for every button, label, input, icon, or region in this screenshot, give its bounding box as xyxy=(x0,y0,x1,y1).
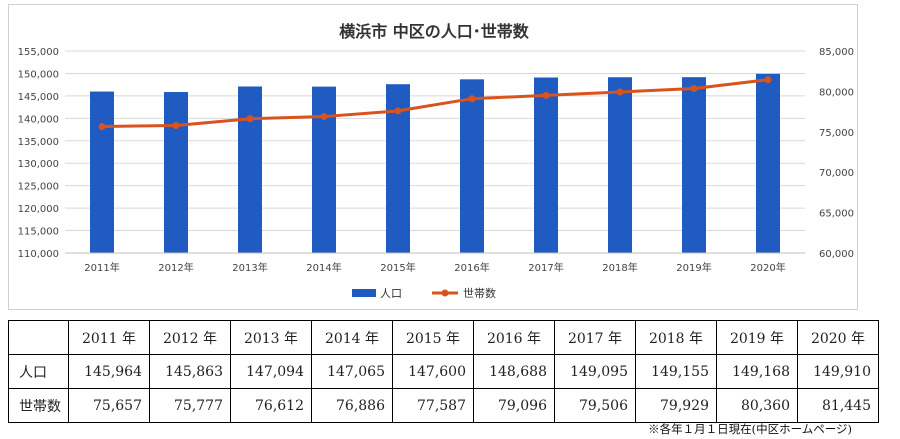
table-header-cell: 2018 年 xyxy=(635,320,717,355)
x-tick-label: 2012年 xyxy=(158,261,193,274)
left-tick-label: 115,000 xyxy=(18,227,59,238)
table-cell: 79,096 xyxy=(473,388,555,423)
line-point xyxy=(690,84,698,92)
table-header-cell: 2020 年 xyxy=(797,320,879,355)
combo-chart: 横浜市 中区の人口･世帯数 110,000 115,000 120,000 125,0… xyxy=(18,22,854,300)
table-cell: 79,506 xyxy=(554,388,636,423)
left-tick-label: 120,000 xyxy=(18,204,59,215)
line-point xyxy=(98,122,106,130)
bar-series-population xyxy=(90,73,780,254)
data-table: 2011 年 2012 年 2013 年 2014 年 2015 年 2016 … xyxy=(8,320,879,423)
line-point xyxy=(172,122,180,130)
right-tick-label: 65,000 xyxy=(819,209,854,220)
table-cell: 149,168 xyxy=(716,354,798,389)
bar xyxy=(90,91,114,253)
x-tick-label: 2014年 xyxy=(306,261,341,274)
line-point xyxy=(394,107,402,115)
legend: 人口 世帯数 xyxy=(352,287,496,300)
right-tick-label: 85,000 xyxy=(819,47,854,58)
right-tick-label: 75,000 xyxy=(819,128,854,139)
table-cell: 147,094 xyxy=(230,354,312,389)
bar xyxy=(534,77,558,253)
left-tick-label: 110,000 xyxy=(18,249,59,260)
line-point xyxy=(246,115,254,123)
right-tick-label: 70,000 xyxy=(819,168,854,179)
legend-label-households: 世帯数 xyxy=(463,287,496,300)
table-cell: 76,612 xyxy=(230,388,312,423)
bar xyxy=(756,73,780,253)
table-header-cell: 2014 年 xyxy=(311,320,393,355)
x-tick-label: 2015年 xyxy=(380,261,415,274)
table-header-cell: 2011 年 xyxy=(68,320,150,355)
table-header-row: 2011 年 2012 年 2013 年 2014 年 2015 年 2016 … xyxy=(8,320,879,355)
legend-swatch-households-marker xyxy=(441,289,449,297)
table-header-cell: 2016 年 xyxy=(473,320,555,355)
line-point xyxy=(320,113,328,121)
table-header-cell: 2015 年 xyxy=(392,320,474,355)
table-cell: 145,964 xyxy=(68,354,150,389)
bar xyxy=(608,77,632,254)
table-row-population: 人口 145,964 145,863 147,094 147,065 147,6… xyxy=(8,354,879,389)
left-axis: 110,000 115,000 120,000 125,000 130,000 135,0… xyxy=(18,47,59,260)
line-point xyxy=(468,95,476,103)
line-point xyxy=(542,91,550,99)
left-tick-label: 155,000 xyxy=(18,47,59,58)
table-row-label: 世帯数 xyxy=(8,388,69,423)
x-tick-label: 2018年 xyxy=(602,261,637,274)
table-cell: 148,688 xyxy=(473,354,555,389)
x-tick-label: 2017年 xyxy=(528,261,563,274)
source-note: ※各年１月１日現在(中区ホームページ) xyxy=(648,422,852,436)
x-axis: 2011年 2012年 2013年 2014年 2015年 2016年 2017年 2018年… xyxy=(65,252,805,274)
table-header-cell: 2017 年 xyxy=(554,320,636,355)
bar xyxy=(682,77,706,253)
left-tick-label: 150,000 xyxy=(18,69,59,80)
table-row-label: 人口 xyxy=(8,354,69,389)
chart-title: 横浜市 中区の人口･世帯数 xyxy=(339,22,530,41)
x-tick-label: 2019年 xyxy=(676,261,711,274)
table-header-cell: 2019 年 xyxy=(716,320,798,355)
bar xyxy=(238,86,262,253)
legend-swatch-population xyxy=(352,289,376,297)
table-cell: 80,360 xyxy=(716,388,798,423)
table-cell: 75,657 xyxy=(68,388,150,423)
left-tick-label: 135,000 xyxy=(18,137,59,148)
chart-frame: 横浜市 中区の人口･世帯数 110,000 115,000 120,000 125,0… xyxy=(8,4,858,310)
x-tick-label: 2011年 xyxy=(84,261,119,274)
table-cell: 81,445 xyxy=(797,388,879,423)
left-tick-label: 145,000 xyxy=(18,92,59,103)
table-cell: 77,587 xyxy=(392,388,474,423)
series-line xyxy=(101,78,769,128)
line-series-households xyxy=(98,76,772,130)
left-tick-label: 125,000 xyxy=(18,182,59,193)
table-cell: 149,910 xyxy=(797,354,879,389)
table-corner-cell xyxy=(8,320,69,355)
bar xyxy=(460,79,484,254)
line-point xyxy=(764,76,772,84)
gridlines xyxy=(65,50,805,254)
right-tick-label: 80,000 xyxy=(819,87,854,98)
table-cell: 75,777 xyxy=(149,388,231,423)
bar xyxy=(312,86,336,254)
left-tick-label: 140,000 xyxy=(18,114,59,125)
table-cell: 147,600 xyxy=(392,354,474,389)
table-row-households: 世帯数 75,657 75,777 76,612 76,886 77,587 7… xyxy=(8,388,879,423)
table-cell: 79,929 xyxy=(635,388,717,423)
left-tick-label: 130,000 xyxy=(18,159,59,170)
table-cell: 149,095 xyxy=(554,354,636,389)
table-cell: 147,065 xyxy=(311,354,393,389)
table-cell: 149,155 xyxy=(635,354,717,389)
right-axis: 60,000 65,000 70,000 75,000 80,000 85,000 xyxy=(819,47,854,260)
x-tick-label: 2016年 xyxy=(454,261,489,274)
table-header-cell: 2013 年 xyxy=(230,320,312,355)
table-header-cell: 2012 年 xyxy=(149,320,231,355)
x-tick-label: 2013年 xyxy=(232,261,267,274)
legend-label-population: 人口 xyxy=(380,287,402,300)
bar xyxy=(164,92,188,253)
right-tick-label: 60,000 xyxy=(819,249,854,260)
table-cell: 145,863 xyxy=(149,354,231,389)
table-cell: 76,886 xyxy=(311,388,393,423)
x-tick-label: 2020年 xyxy=(750,261,785,274)
line-point xyxy=(616,88,624,96)
